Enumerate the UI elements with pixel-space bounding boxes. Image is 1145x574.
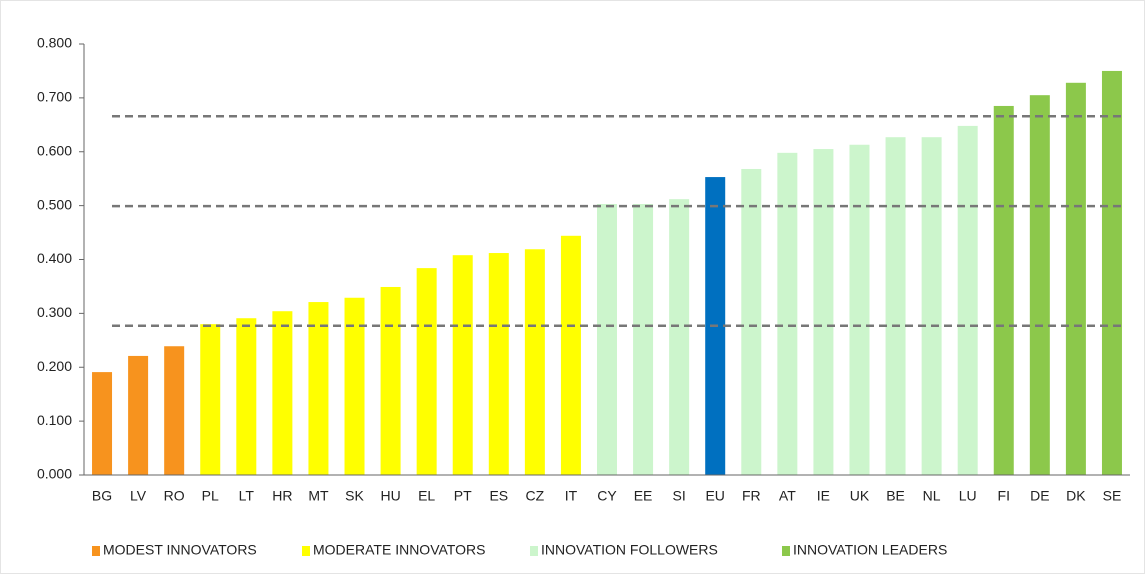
bar xyxy=(416,268,437,475)
bar xyxy=(813,149,834,475)
legend-swatch xyxy=(530,546,538,556)
bar xyxy=(957,125,978,475)
x-tick-label: LV xyxy=(130,488,147,504)
bar xyxy=(272,311,293,475)
x-tick-label: EE xyxy=(634,488,653,504)
bar xyxy=(236,318,257,475)
x-tick-label: ES xyxy=(489,488,508,504)
x-tick-label: BE xyxy=(886,488,905,504)
x-tick-label: HR xyxy=(272,488,292,504)
bar xyxy=(1029,95,1050,476)
x-tick-label: IT xyxy=(565,488,578,504)
legend-swatch xyxy=(92,546,100,556)
bar xyxy=(777,152,798,475)
x-tick-label: UK xyxy=(850,488,870,504)
bar xyxy=(1065,82,1086,475)
x-tick-label: HU xyxy=(380,488,400,504)
legend-swatch xyxy=(302,546,310,556)
bar xyxy=(741,168,762,476)
x-tick-label: DK xyxy=(1066,488,1086,504)
y-tick-label: 0.300 xyxy=(37,304,72,320)
x-tick-label: FR xyxy=(742,488,761,504)
x-tick-label: IE xyxy=(817,488,830,504)
x-tick-label: LT xyxy=(239,488,255,504)
bar xyxy=(200,324,221,475)
x-tick-label: AT xyxy=(779,488,796,504)
y-tick-label: 0.800 xyxy=(37,35,72,51)
legend-label: MODERATE INNOVATORS xyxy=(313,542,485,558)
bar xyxy=(921,137,942,476)
x-tick-label: DE xyxy=(1030,488,1049,504)
bar xyxy=(92,372,113,475)
x-tick-label: BG xyxy=(92,488,112,504)
x-tick-label: LU xyxy=(959,488,977,504)
legend-label: INNOVATION LEADERS xyxy=(793,542,947,558)
y-tick-label: 0.400 xyxy=(37,250,72,266)
x-tick-label: PL xyxy=(202,488,219,504)
legend-label: MODEST INNOVATORS xyxy=(103,542,257,558)
bar xyxy=(488,253,509,475)
bar xyxy=(669,199,690,475)
bar xyxy=(597,204,617,476)
y-tick-label: 0.200 xyxy=(37,358,72,374)
x-tick-label: RO xyxy=(164,488,185,504)
x-tick-label: CY xyxy=(597,488,617,504)
y-tick-label: 0.700 xyxy=(37,89,72,105)
x-tick-label: EL xyxy=(418,488,435,504)
legend-swatch xyxy=(782,546,790,556)
x-tick-label: SE xyxy=(1103,488,1122,504)
bar xyxy=(344,297,365,475)
bar xyxy=(993,105,1014,476)
x-tick-label: PT xyxy=(454,488,472,504)
y-tick-label: 0.000 xyxy=(37,466,72,482)
bar xyxy=(1101,70,1122,475)
bar xyxy=(380,286,401,475)
y-tick-label: 0.100 xyxy=(37,412,72,428)
x-tick-label: MT xyxy=(308,488,329,504)
legend-label: INNOVATION FOLLOWERS xyxy=(541,542,718,558)
x-tick-label: EU xyxy=(705,488,724,504)
x-tick-label: SK xyxy=(345,488,364,504)
y-tick-label: 0.500 xyxy=(37,196,72,212)
bar xyxy=(633,204,654,476)
x-tick-label: SI xyxy=(673,488,686,504)
bar xyxy=(452,255,473,475)
bar xyxy=(560,235,581,475)
x-tick-label: FI xyxy=(998,488,1010,504)
y-tick-label: 0.600 xyxy=(37,142,72,158)
x-tick-label: CZ xyxy=(526,488,545,504)
bar xyxy=(885,137,906,476)
bar xyxy=(524,249,545,475)
bar xyxy=(849,144,870,475)
bar xyxy=(164,346,185,475)
bar xyxy=(128,355,149,475)
bar xyxy=(308,302,329,475)
x-tick-label: NL xyxy=(923,488,941,504)
